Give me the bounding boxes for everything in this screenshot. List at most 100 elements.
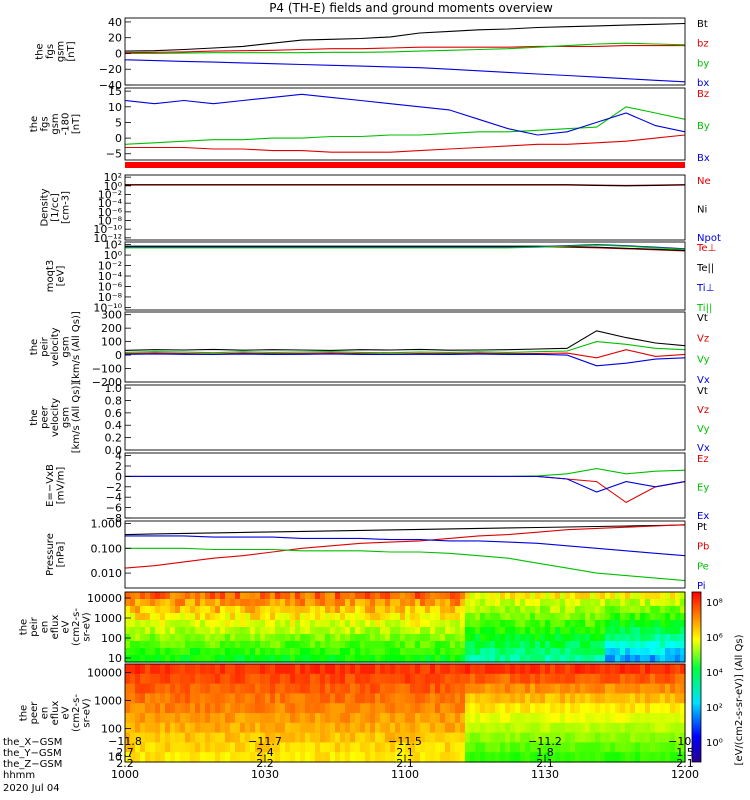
spectrogram-cell (315, 620, 321, 628)
spectrogram-cell (330, 742, 336, 753)
y-axis-label: peir (29, 616, 40, 636)
spectrogram-cell (450, 722, 456, 734)
spectrogram-cell (430, 620, 436, 628)
series-line-vel_i-Vy (124, 341, 686, 354)
spectrogram-cell (390, 613, 396, 621)
spectrogram-cell (135, 599, 141, 607)
y-tick-label: 0.100 (91, 542, 123, 555)
spectrogram-cell (560, 655, 566, 663)
spectrogram-cell (240, 592, 246, 600)
spectrogram-cell (480, 634, 486, 642)
spectrogram-cell (140, 752, 146, 763)
spectrogram-cell (615, 664, 621, 675)
spectrogram-cell (650, 732, 656, 743)
spectrogram-cell (370, 613, 376, 621)
spectrogram-cell (160, 752, 166, 763)
spectrogram-cell (310, 673, 316, 685)
legend-label-density: Ne (697, 176, 711, 187)
spectrogram-cell (300, 693, 306, 704)
spectrogram-cell (170, 613, 176, 621)
spectrogram-cell (325, 655, 331, 663)
spectrogram-cell (355, 722, 361, 734)
spectrogram-cell (175, 664, 181, 675)
spectrogram-cell (585, 742, 591, 753)
spectrogram-cell (345, 634, 351, 642)
legend-label-temp: Ti|| (696, 303, 712, 314)
spectrogram-cell (535, 703, 541, 714)
spectrogram-cell (615, 613, 621, 621)
spectrogram-cell (265, 742, 271, 753)
spectrogram-cell (485, 683, 491, 694)
spectrogram-cell (515, 606, 521, 614)
spectrogram-cell (400, 655, 406, 663)
spectrogram-cell (545, 732, 551, 743)
spectrogram-cell (390, 742, 396, 753)
spectrogram-cell (525, 613, 531, 621)
spectrogram-cell (665, 683, 671, 694)
spectrogram-cell (535, 673, 541, 685)
spectrogram-cell (505, 683, 511, 694)
spectrogram-cell (190, 634, 196, 642)
spectrogram-cell (260, 742, 266, 753)
spectrogram-cell (645, 648, 651, 656)
spectrogram-cell (555, 592, 561, 600)
spectrogram-cell (410, 703, 416, 714)
spectrogram-cell (505, 713, 511, 724)
spectrogram-cell (285, 703, 291, 714)
spectrogram-cell (310, 693, 316, 704)
spectrogram-cell (255, 752, 261, 763)
spectrogram-cell (390, 599, 396, 607)
spectrogram-cell (510, 606, 516, 614)
spectrogram-cell (455, 742, 461, 753)
spectrogram-cell (335, 620, 341, 628)
spectrogram-cell (595, 592, 601, 600)
spectrogram-cell (590, 592, 596, 600)
spectrogram-cell (140, 655, 146, 663)
spectrogram-cell (320, 634, 326, 642)
spectrogram-cell (595, 599, 601, 607)
spectrogram-cell (270, 613, 276, 621)
spectrogram-cell (460, 627, 466, 635)
spectrogram-cell (635, 664, 641, 675)
spectrogram-cell (445, 673, 451, 685)
y-axis-label: [km/s (All Qs)] (71, 382, 82, 454)
spectrogram-cell (635, 683, 641, 694)
spectrogram-cell (220, 732, 226, 743)
spectrogram-cell (330, 606, 336, 614)
spectrogram-cell (630, 732, 636, 743)
spectrogram-cell (125, 742, 131, 753)
spectrogram-cell (295, 592, 301, 600)
spectrogram-cell (155, 599, 161, 607)
spectrogram-cell (435, 620, 441, 628)
spectrogram-cell (495, 742, 501, 753)
spectrogram-cell (505, 648, 511, 656)
spectrogram-cell (180, 732, 186, 743)
spectrogram-cell (425, 713, 431, 724)
spectrogram-cell (600, 752, 606, 763)
spectrogram-cell (490, 634, 496, 642)
spectrogram-cell (640, 620, 646, 628)
spectrogram-cell (215, 664, 221, 675)
spectrogram-cell (375, 606, 381, 614)
spectrogram-cell (655, 606, 661, 614)
spectrogram-cell (145, 752, 151, 763)
spectrogram-cell (140, 627, 146, 635)
spectrogram-cell (675, 742, 681, 753)
spectrogram-cell (495, 673, 501, 685)
spectrogram-cell (510, 634, 516, 642)
spectrogram-cell (660, 641, 666, 649)
spectrogram-cell (340, 722, 346, 734)
spectrogram-cell (190, 703, 196, 714)
y-tick-label: −200 (92, 376, 122, 389)
spectrogram-cell (525, 732, 531, 743)
spectrogram-cell (625, 693, 631, 704)
spectrogram-cell (245, 648, 251, 656)
spectrogram-cell (495, 592, 501, 600)
spectrogram-cell (535, 627, 541, 635)
spectrogram-cell (655, 732, 661, 743)
spectrogram-cell (640, 673, 646, 685)
spectrogram-cell (445, 648, 451, 656)
spectrogram-cell (440, 732, 446, 743)
spectrogram-cell (670, 627, 676, 635)
spectrogram-cell (585, 713, 591, 724)
